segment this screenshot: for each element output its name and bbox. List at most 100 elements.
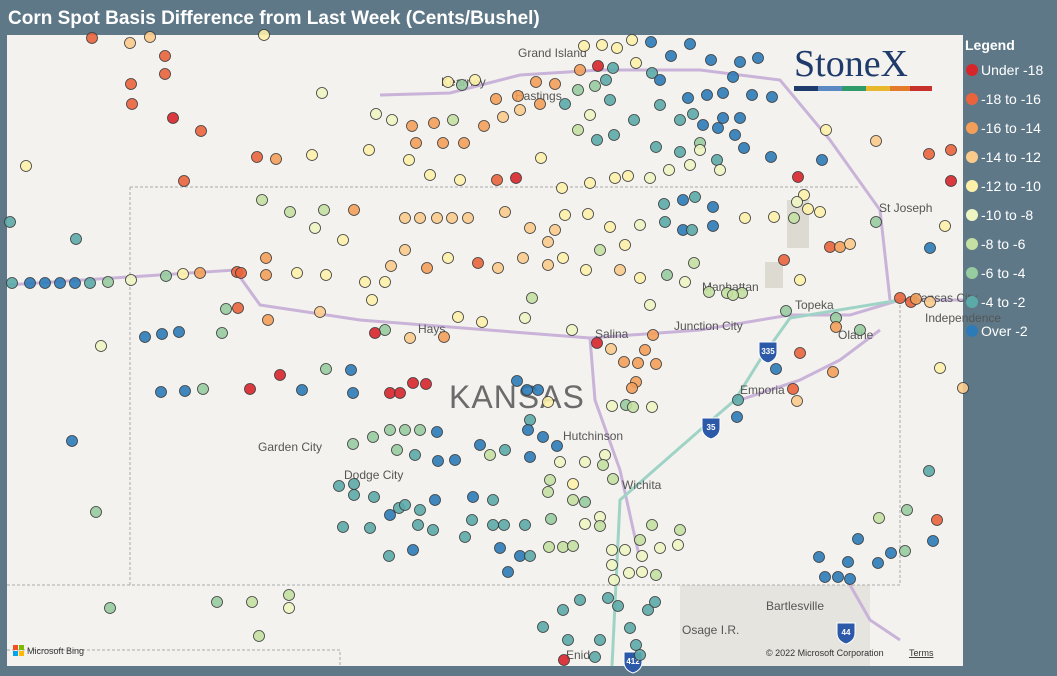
elevator-dot — [421, 262, 433, 274]
elevator-dot — [658, 198, 670, 210]
elevator-dot — [449, 454, 461, 466]
elevator-dot — [367, 431, 379, 443]
elevator-dot — [734, 112, 746, 124]
elevator-dot — [385, 260, 397, 272]
elevator-dot — [672, 539, 684, 551]
elevator-dot — [167, 112, 179, 124]
bing-logo: Microsoft Bing — [13, 645, 84, 656]
elevator-dot — [216, 327, 228, 339]
elevator-dot — [579, 496, 591, 508]
elevator-dot — [923, 148, 935, 160]
legend-label: -8 to -6 — [981, 236, 1026, 252]
elevator-dot — [253, 630, 265, 642]
elevator-dot — [556, 182, 568, 194]
elevator-dot — [369, 327, 381, 339]
elevator-dot — [572, 84, 584, 96]
elevator-dot — [711, 154, 723, 166]
elevator-dot — [379, 276, 391, 288]
elevator-dot — [406, 120, 418, 132]
elevator-dot — [524, 550, 536, 562]
elevator-dot — [599, 449, 611, 461]
terms-link[interactable]: Terms — [909, 648, 934, 658]
elevator-dot — [424, 169, 436, 181]
elevator-dot — [634, 219, 646, 231]
elevator-dot — [684, 38, 696, 50]
elevator-dot — [403, 154, 415, 166]
elevator-dot — [679, 276, 691, 288]
elevator-dot — [244, 383, 256, 395]
place-label: Junction City — [674, 319, 743, 333]
title: Corn Spot Basis Difference from Last Wee… — [8, 8, 540, 29]
elevator-dot — [407, 544, 419, 556]
elevator-dot — [524, 222, 536, 234]
elevator-dot — [602, 592, 614, 604]
elevator-dot — [591, 134, 603, 146]
elevator-dot — [642, 604, 654, 616]
elevator-dot — [414, 504, 426, 516]
elevator-dot — [490, 93, 502, 105]
elevator-dot — [399, 499, 411, 511]
elevator-dot — [674, 524, 686, 536]
elevator-dot — [562, 634, 574, 646]
elevator-dot — [160, 270, 172, 282]
elevator-dot — [734, 56, 746, 68]
elevator-dot — [519, 312, 531, 324]
elevator-dot — [647, 329, 659, 341]
shields: 335 35 44 412 — [623, 341, 856, 674]
elevator-dot — [391, 444, 403, 456]
elevator-dot — [333, 480, 345, 492]
elevator-dot — [510, 172, 522, 184]
elevator-dot — [534, 98, 546, 110]
elevator-dot — [794, 347, 806, 359]
elevator-dot — [384, 424, 396, 436]
elevator-dot — [686, 224, 698, 236]
elevator-dot — [687, 108, 699, 120]
elevator-dot — [792, 171, 804, 183]
elevator-dot — [634, 649, 646, 661]
place-label: Independence — [925, 311, 1001, 325]
elevator-dot — [820, 124, 832, 136]
legend-swatch — [966, 267, 978, 279]
legend-swatch — [966, 325, 978, 337]
elevator-dot — [197, 383, 209, 395]
elevator-dot — [714, 164, 726, 176]
elevator-dot — [582, 208, 594, 220]
elevator-dot — [492, 262, 504, 274]
elevator-dot — [606, 544, 618, 556]
elevator-dot — [674, 114, 686, 126]
elevator-dot — [559, 209, 571, 221]
elevator-dot — [262, 314, 274, 326]
elevator-dot — [246, 596, 258, 608]
copyright: © 2022 Microsoft Corporation — [766, 648, 884, 658]
elevator-dot — [545, 513, 557, 525]
elevator-dot — [707, 220, 719, 232]
elevator-dot — [462, 212, 474, 224]
elevator-dot — [524, 451, 536, 463]
elevator-dot — [636, 550, 648, 562]
elevator-dot — [739, 212, 751, 224]
elevator-dot — [557, 252, 569, 264]
elevator-dot — [646, 67, 658, 79]
elevator-dot — [567, 540, 579, 552]
elevator-dot — [549, 78, 561, 90]
elevator-dot — [384, 509, 396, 521]
elevator-dot — [211, 596, 223, 608]
elevator-dot — [632, 357, 644, 369]
elevator-dot — [732, 394, 744, 406]
elevator-dot — [705, 54, 717, 66]
elevator-dot — [677, 194, 689, 206]
elevator-dot — [844, 573, 856, 585]
elevator-dot — [476, 316, 488, 328]
elevator-dot — [746, 89, 758, 101]
elevator-dot — [924, 242, 936, 254]
elevator-dot — [870, 135, 882, 147]
elevator-dot — [291, 267, 303, 279]
elevator-dot — [24, 277, 36, 289]
legend-label: -18 to -16 — [981, 91, 1041, 107]
elevator-dot — [316, 87, 328, 99]
elevator-dot — [514, 550, 526, 562]
elevator-dot — [438, 331, 450, 343]
elevator-dot — [179, 385, 191, 397]
elevator-dot — [626, 34, 638, 46]
